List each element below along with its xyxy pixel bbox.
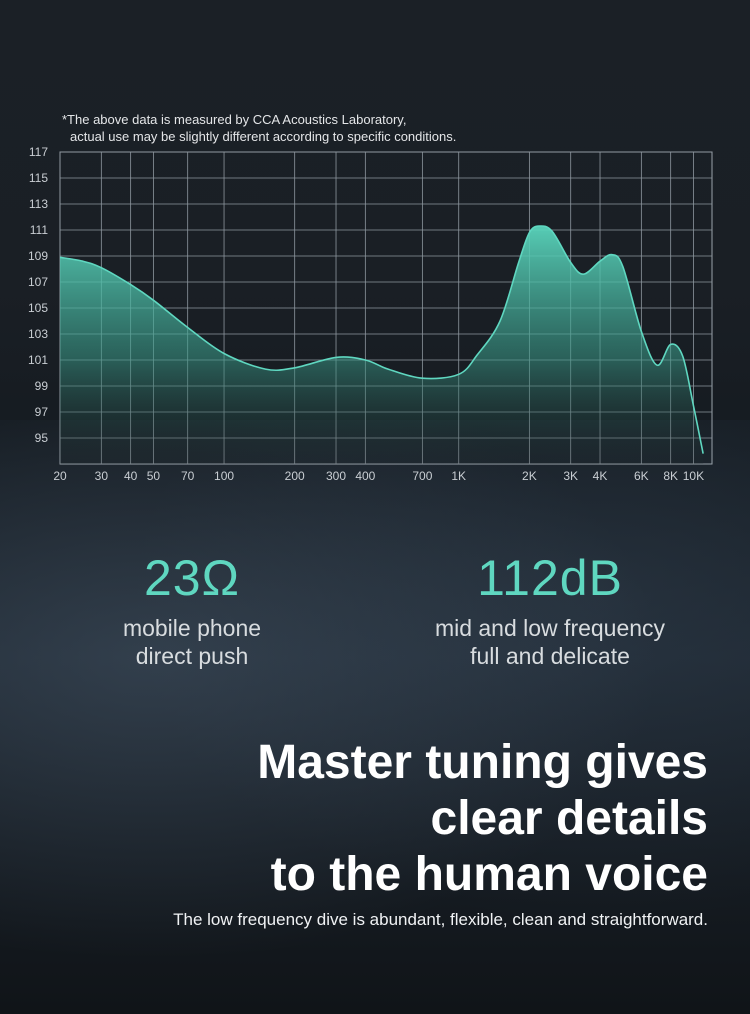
- y-tick-label: 103: [28, 327, 48, 341]
- y-tick-label: 109: [28, 249, 48, 263]
- x-tick-label: 200: [285, 469, 305, 483]
- headline-line-1: Master tuning gives: [257, 736, 708, 789]
- x-tick-label: 3K: [563, 469, 578, 483]
- impedance-description-line-2: direct push: [135, 643, 249, 669]
- response-area: [60, 225, 704, 464]
- sensitivity-description-line-2: full and delicate: [470, 643, 630, 669]
- x-tick-label: 300: [326, 469, 346, 483]
- y-tick-label: 105: [28, 301, 48, 315]
- y-tick-label: 111: [30, 223, 49, 237]
- y-tick-label: 97: [35, 405, 49, 419]
- y-tick-label: 107: [28, 275, 48, 289]
- y-tick-label: 113: [29, 197, 48, 211]
- measurement-note-line-2: actual use may be slightly different acc…: [70, 129, 457, 144]
- y-tick-label: 99: [35, 379, 49, 393]
- subheadline: The low frequency dive is abundant, flex…: [173, 910, 708, 929]
- x-tick-label: 20: [53, 469, 67, 483]
- impedance-value: 23Ω: [144, 550, 240, 606]
- y-tick-label: 117: [29, 145, 48, 159]
- mixing-console-background: [0, 420, 750, 1014]
- y-tick-label: 101: [28, 353, 48, 367]
- x-tick-label: 30: [95, 469, 109, 483]
- x-tick-label: 6K: [634, 469, 649, 483]
- y-axis-ticks: 95 97 99 101 103 105 107 109 111 113 115 117: [28, 145, 48, 445]
- measurement-note: *The above data is measured by CCA Acous…: [62, 111, 662, 145]
- frequency-response-chart: 95 97 99 101 103 105 107 109 111 113 115 117 20 30 40…: [28, 145, 713, 483]
- impedance-description-line-1: mobile phone: [122, 615, 262, 641]
- measurement-note-line-1: *The above data is measured by CCA Acous…: [62, 112, 407, 127]
- y-tick-label: 115: [29, 171, 48, 185]
- x-tick-label: 8K: [663, 469, 678, 483]
- x-tick-label: 700: [412, 469, 432, 483]
- sensitivity-stat: 112dB mid and low frequency full and del…: [400, 550, 700, 670]
- headline-line-3: to the human voice: [270, 848, 708, 901]
- x-tick-label: 2K: [522, 469, 537, 483]
- x-tick-label: 70: [181, 469, 195, 483]
- response-curve: [59, 225, 704, 454]
- sensitivity-description-line-1: mid and low frequency: [434, 615, 666, 641]
- chart-area-layer: [59, 225, 704, 464]
- x-tick-label: 40: [124, 469, 138, 483]
- impedance-stat: 23Ω mobile phone direct push: [92, 550, 292, 670]
- x-axis-ticks: 20 30 40 50 70 100 200 300 400 700 1K 2K 3K 4K 6K 8K 10K: [53, 469, 704, 483]
- y-tick-label: 95: [35, 431, 49, 445]
- x-tick-label: 400: [355, 469, 375, 483]
- sensitivity-description: mid and low frequency full and delicate: [400, 614, 700, 670]
- x-tick-label: 50: [147, 469, 161, 483]
- headline: Master tuning gives clear details to the…: [58, 735, 708, 903]
- x-tick-label: 1K: [451, 469, 466, 483]
- x-tick-label: 10K: [683, 469, 704, 483]
- x-tick-label: 4K: [593, 469, 608, 483]
- impedance-description: mobile phone direct push: [92, 614, 292, 670]
- sensitivity-value: 112dB: [477, 550, 623, 606]
- x-tick-label: 100: [214, 469, 234, 483]
- headline-line-2: clear details: [430, 792, 709, 845]
